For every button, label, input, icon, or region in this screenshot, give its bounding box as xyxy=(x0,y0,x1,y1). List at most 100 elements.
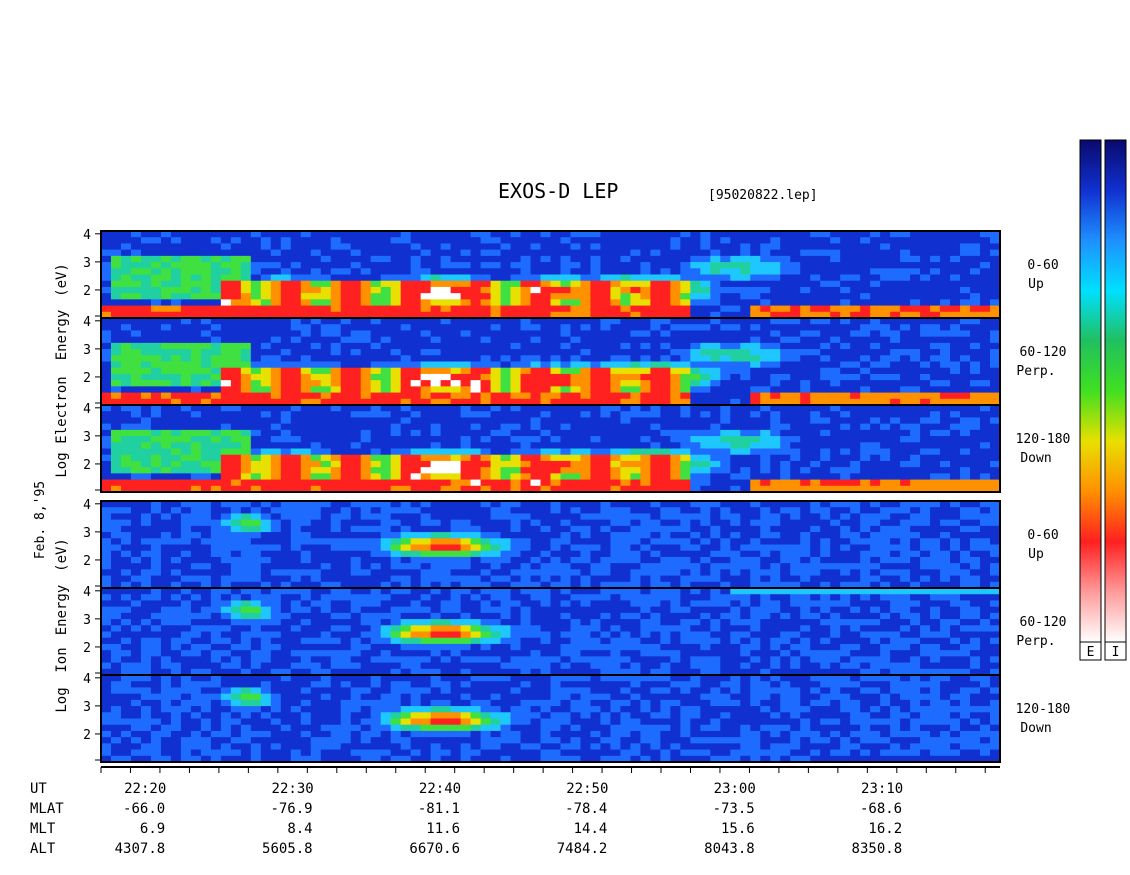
spectrogram-cell xyxy=(101,442,112,450)
spectrogram-cell xyxy=(490,255,502,263)
spectrogram-cell xyxy=(410,349,422,356)
spectrogram-cell xyxy=(230,380,242,387)
spectrogram-cell xyxy=(290,479,302,487)
spectrogram-cell xyxy=(450,519,462,527)
spectrogram-cell xyxy=(700,274,711,282)
spectrogram-cell xyxy=(460,544,472,552)
spectrogram-cell xyxy=(860,262,871,269)
spectrogram-cell xyxy=(410,538,422,546)
spectrogram-cell xyxy=(101,386,112,394)
spectrogram-cell xyxy=(720,569,731,577)
spectrogram-cell xyxy=(390,349,402,356)
spectrogram-cell xyxy=(240,442,252,450)
spectrogram-cell xyxy=(130,268,142,276)
spectrogram-cell xyxy=(960,330,971,338)
spectrogram-cell xyxy=(880,538,891,546)
spectrogram-cell xyxy=(800,380,811,387)
spectrogram-cell xyxy=(101,398,112,406)
spectrogram-cell xyxy=(280,563,292,570)
spectrogram-cell xyxy=(380,550,392,558)
spectrogram-cell xyxy=(740,501,751,508)
spectrogram-cell xyxy=(740,473,751,481)
spectrogram-cell xyxy=(980,336,991,344)
spectrogram-cell xyxy=(500,513,512,521)
spectrogram-cell xyxy=(101,311,112,319)
spectrogram-cell xyxy=(800,411,811,419)
spectrogram-cell xyxy=(370,575,382,583)
spectrogram-cell xyxy=(330,268,342,276)
spectrogram-cell xyxy=(990,237,1001,245)
spectrogram-cell xyxy=(710,479,721,487)
spectrogram-cell xyxy=(510,556,522,564)
spectrogram-cell xyxy=(400,429,412,437)
spectrogram-cell xyxy=(890,473,901,481)
spectrogram-cell xyxy=(580,268,592,276)
spectrogram-cell xyxy=(800,544,811,552)
spectrogram-cell xyxy=(220,429,232,437)
spectrogram-cell xyxy=(590,563,602,570)
spectrogram-cell xyxy=(620,262,632,269)
spectrogram-cell xyxy=(680,268,691,276)
spectrogram-cell xyxy=(640,501,651,508)
spectrogram-cell xyxy=(130,330,142,338)
spectrogram-cell xyxy=(430,544,442,552)
spectrogram-cell xyxy=(730,525,741,533)
spectrogram-cell xyxy=(830,429,841,437)
spectrogram-cell xyxy=(290,519,302,527)
spectrogram-cell xyxy=(720,532,731,539)
spectrogram-cell xyxy=(730,519,741,527)
spectrogram-cell xyxy=(450,575,462,583)
spectrogram-cell xyxy=(640,550,651,558)
spectrogram-cell xyxy=(360,417,372,425)
spectrogram-cell xyxy=(130,255,142,263)
spectrogram-cell xyxy=(250,473,262,481)
spectrogram-cell xyxy=(560,373,572,381)
spectrogram-cell xyxy=(710,448,721,456)
spectrogram-cell xyxy=(490,324,502,332)
spectrogram-cell xyxy=(300,342,312,350)
spectrogram-cell xyxy=(740,367,751,375)
spectrogram-cell xyxy=(270,299,282,307)
spectrogram-cell xyxy=(340,262,352,269)
spectrogram-cell xyxy=(910,286,921,294)
spectrogram-cell xyxy=(570,349,582,356)
spectrogram-cell xyxy=(310,569,322,577)
spectrogram-cell xyxy=(640,485,651,493)
y-tick-label: 4 xyxy=(83,315,91,330)
spectrogram-cell xyxy=(980,367,991,375)
spectrogram-cell xyxy=(700,556,711,564)
spectrogram-cell xyxy=(880,460,891,468)
spectrogram-cell xyxy=(440,293,452,300)
spectrogram-cell xyxy=(150,467,162,474)
spectrogram-cell xyxy=(740,479,751,487)
spectrogram-cell xyxy=(710,367,721,375)
spectrogram-cell xyxy=(350,467,362,474)
spectrogram-cell xyxy=(740,336,751,344)
spectrogram-cell xyxy=(130,423,142,431)
spectrogram-cell xyxy=(870,324,881,332)
spectrogram-cell xyxy=(490,525,502,533)
spectrogram-cell xyxy=(620,485,632,493)
spectrogram-cell xyxy=(101,423,112,431)
spectrogram-cell xyxy=(110,473,122,481)
spectrogram-cell xyxy=(950,349,961,356)
spectrogram-cell xyxy=(690,237,701,245)
spectrogram-cell xyxy=(150,411,162,419)
spectrogram-cell xyxy=(710,532,721,539)
spectrogram-cell xyxy=(670,342,681,350)
spectrogram-cell xyxy=(130,324,142,332)
spectrogram-cell xyxy=(440,330,452,338)
spectrogram-cell xyxy=(760,280,771,288)
spectrogram-cell xyxy=(670,556,681,564)
spectrogram-cell xyxy=(210,460,222,468)
spectrogram-cell xyxy=(710,336,721,344)
spectrogram-cell xyxy=(380,255,392,263)
spectrogram-cell xyxy=(830,318,841,325)
spectrogram-cell xyxy=(320,556,332,564)
spectrogram-cell xyxy=(110,386,122,394)
spectrogram-cell xyxy=(800,479,811,487)
spectrogram-cell xyxy=(101,318,112,325)
spectrogram-cell xyxy=(910,423,921,431)
spectrogram-cell xyxy=(380,525,392,533)
spectrogram-cell xyxy=(890,293,901,300)
